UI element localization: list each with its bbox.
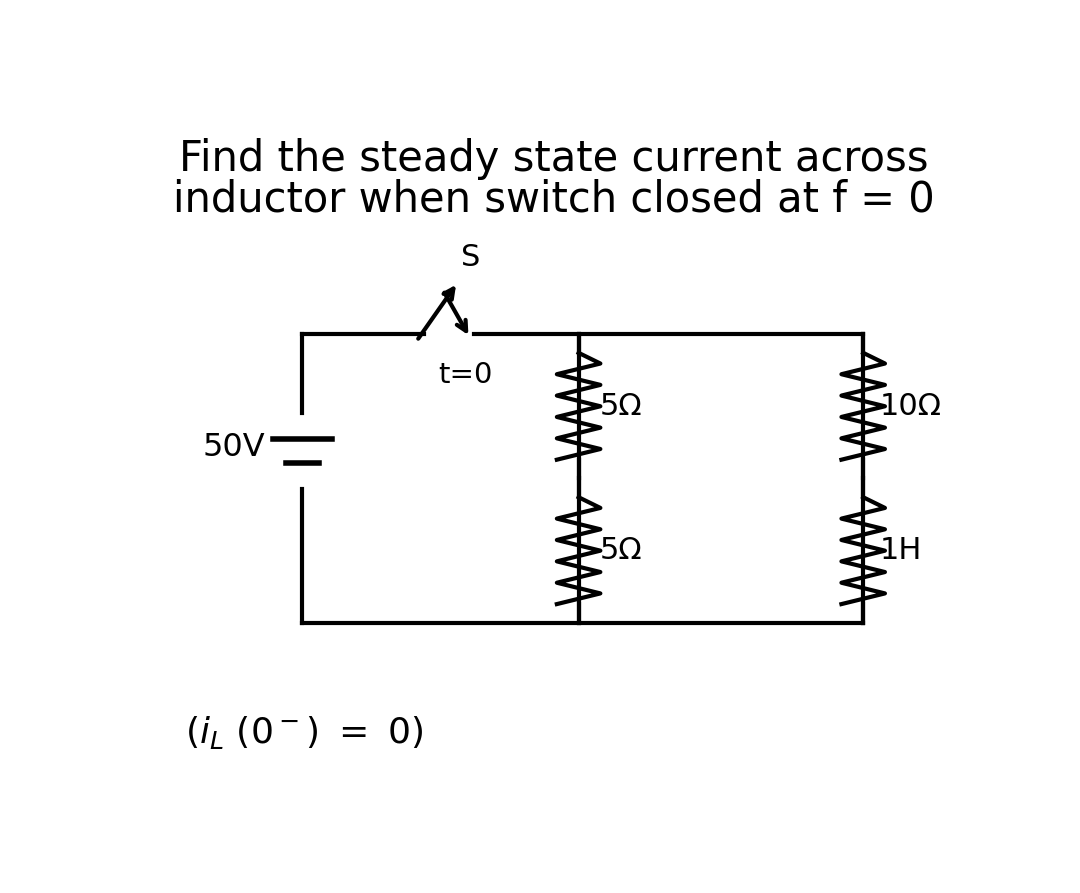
Text: t=0: t=0 — [438, 362, 492, 389]
Text: S: S — [460, 243, 480, 272]
Text: 1H: 1H — [880, 536, 922, 565]
Text: 10Ω: 10Ω — [880, 392, 942, 421]
Text: Find the steady state current across: Find the steady state current across — [179, 138, 928, 179]
Text: 50V: 50V — [202, 432, 265, 463]
Text: inductor when switch closed at f = 0: inductor when switch closed at f = 0 — [173, 179, 934, 221]
Text: 5Ω: 5Ω — [599, 536, 643, 565]
Text: 5Ω: 5Ω — [599, 392, 643, 421]
Text: $(i_L\ (0^-)\ =\ 0)$: $(i_L\ (0^-)\ =\ 0)$ — [186, 714, 423, 751]
